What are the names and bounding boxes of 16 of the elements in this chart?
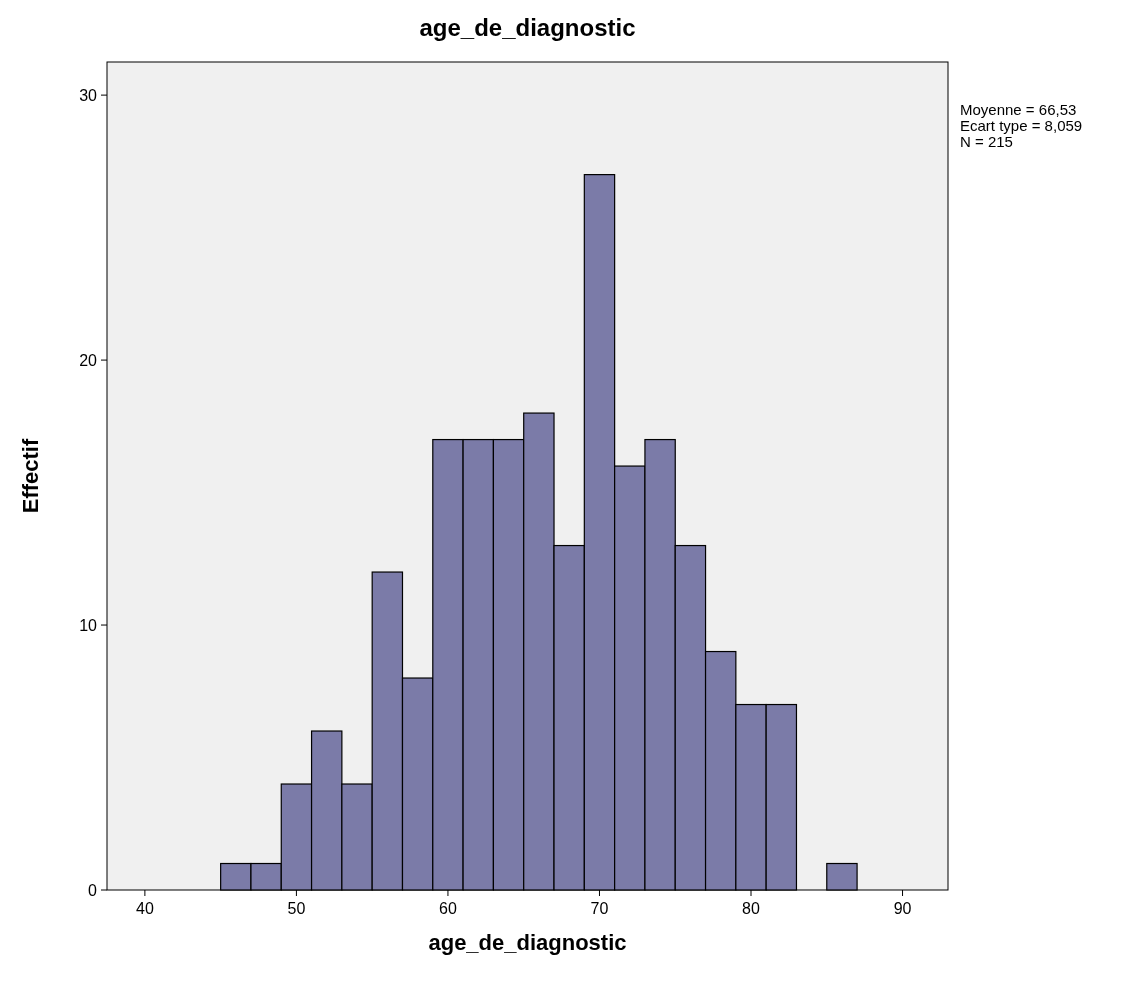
y-axis-title: Effectif bbox=[18, 438, 43, 514]
text: N = 215 bbox=[960, 133, 1013, 150]
x-tick-label: 80 bbox=[742, 900, 761, 917]
x-tick-label: 70 bbox=[590, 900, 609, 917]
y-tick-label: 0 bbox=[88, 881, 98, 899]
y-tick-label: 30 bbox=[79, 86, 98, 104]
x-tick-label: 40 bbox=[135, 900, 154, 917]
x-tick-label: 60 bbox=[439, 900, 457, 917]
x-tick-label: 90 bbox=[893, 900, 912, 917]
text: Ecart type = 8,059 bbox=[960, 117, 1083, 134]
chart-title: age_de_diagnostic bbox=[419, 14, 636, 41]
text: Moyenne = 66,53 bbox=[960, 101, 1077, 118]
y-tick-label: 20 bbox=[79, 351, 98, 369]
x-tick-label: 50 bbox=[287, 900, 306, 917]
y-tick-label: 10 bbox=[79, 616, 98, 634]
x-axis-title: age_de_diagnostic bbox=[428, 930, 627, 955]
